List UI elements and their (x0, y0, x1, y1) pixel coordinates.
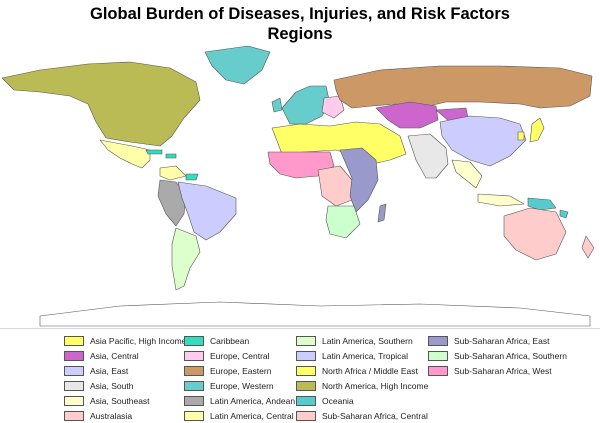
legend-label: North America, High Income (322, 381, 429, 391)
legend-label: Latin America, Southern (322, 336, 413, 346)
legend-label: Sub-Saharan Africa, East (454, 336, 550, 346)
legend-swatch (296, 351, 316, 361)
legend-item: Latin America, Southern (296, 334, 413, 348)
legend-item: Sub-Saharan Africa, West (428, 364, 552, 378)
legend-item: Caribbean (184, 334, 249, 348)
region-europe-western (271, 85, 331, 125)
legend-label: Australasia (90, 411, 133, 421)
region-latin-america-central (99, 139, 187, 181)
title-line-2: Regions (267, 25, 333, 43)
legend-item: Latin America, Central (184, 409, 294, 423)
legend-label: Sub-Saharan Africa, Southern (454, 351, 567, 361)
legend-label: Latin America, Andean (210, 396, 296, 406)
region-caribbean (145, 149, 199, 181)
region-greenland (204, 45, 271, 85)
legend-label: Asia, East (90, 366, 129, 376)
legend: Asia Pacific, High Income Asia, Central … (0, 328, 600, 421)
legend-swatch (296, 396, 316, 406)
region-north-africa-middle-east (271, 121, 407, 165)
legend-label: Oceania (322, 396, 354, 406)
legend-swatch (296, 366, 316, 376)
legend-swatch (184, 411, 204, 421)
legend-label: Europe, Western (210, 381, 274, 391)
region-latin-america-southern (171, 227, 201, 291)
legend-item: Europe, Central (184, 349, 270, 363)
legend-label: Asia, Central (90, 351, 139, 361)
legend-label: North Africa / Middle East (322, 366, 418, 376)
legend-label: Asia Pacific, High Income (90, 336, 187, 346)
legend-label: Caribbean (210, 336, 250, 346)
legend-item: Asia, South (64, 379, 133, 393)
legend-swatch (428, 366, 448, 376)
legend-label: Sub-Saharan Africa, Central (322, 411, 428, 421)
legend-swatch (184, 351, 204, 361)
title-line-1: Global Burden of Diseases, Injuries, and… (90, 5, 510, 23)
legend-item: North Africa / Middle East (296, 364, 418, 378)
legend-swatch (184, 381, 204, 391)
region-asia-east (439, 115, 527, 167)
legend-swatch (64, 396, 84, 406)
legend-item: North America, High Income (296, 379, 428, 393)
legend-item: Sub-Saharan Africa, Central (296, 409, 428, 423)
legend-label: Sub-Saharan Africa, West (454, 366, 552, 376)
region-latin-america-andean (157, 179, 187, 227)
region-sub-saharan-africa-central (317, 165, 353, 207)
legend-swatch (296, 411, 316, 421)
legend-swatch (64, 366, 84, 376)
legend-label: Europe, Eastern (210, 366, 272, 376)
region-antarctica (39, 301, 591, 327)
region-asia-south (407, 133, 449, 179)
region-sub-saharan-africa-west (267, 151, 335, 179)
legend-item: Asia Pacific, High Income (64, 334, 186, 348)
legend-item: Europe, Eastern (184, 364, 271, 378)
legend-label: Latin America, Central (210, 411, 294, 421)
region-europe-eastern (333, 65, 593, 109)
legend-swatch (184, 396, 204, 406)
legend-item: Latin America, Andean (184, 394, 295, 408)
legend-item: Australasia (64, 409, 132, 423)
legend-swatch (296, 381, 316, 391)
legend-item: Latin America, Tropical (296, 349, 408, 363)
region-sub-saharan-africa-east (339, 147, 387, 223)
map-title: Global Burden of Diseases, Injuries, and… (0, 4, 600, 44)
legend-item: Sub-Saharan Africa, Southern (428, 349, 567, 363)
legend-swatch (64, 336, 84, 346)
region-australasia (503, 207, 595, 261)
legend-label: Latin America, Tropical (322, 351, 408, 361)
legend-item: Asia, East (64, 364, 128, 378)
region-sub-saharan-africa-southern (325, 205, 361, 239)
legend-item: Asia, Central (64, 349, 139, 363)
legend-item: Asia, Southeast (64, 394, 150, 408)
legend-item: Oceania (296, 394, 354, 408)
region-latin-america-tropical (177, 181, 237, 241)
legend-item: Europe, Western (184, 379, 274, 393)
legend-label: Asia, South (90, 381, 134, 391)
region-north-america-high-income (1, 61, 201, 147)
region-oceania (527, 197, 569, 219)
legend-label: Europe, Central (210, 351, 270, 361)
legend-label: Asia, Southeast (90, 396, 150, 406)
region-asia-southeast (451, 159, 525, 207)
legend-swatch (296, 336, 316, 346)
world-map (1, 45, 595, 327)
legend-swatch (64, 381, 84, 391)
legend-swatch (184, 366, 204, 376)
legend-swatch (64, 411, 84, 421)
legend-swatch (184, 336, 204, 346)
legend-swatch (428, 336, 448, 346)
region-asia-pacific-high-income (517, 117, 545, 143)
legend-item: Sub-Saharan Africa, East (428, 334, 549, 348)
region-europe-central (321, 95, 345, 119)
legend-swatch (64, 351, 84, 361)
legend-swatch (428, 351, 448, 361)
